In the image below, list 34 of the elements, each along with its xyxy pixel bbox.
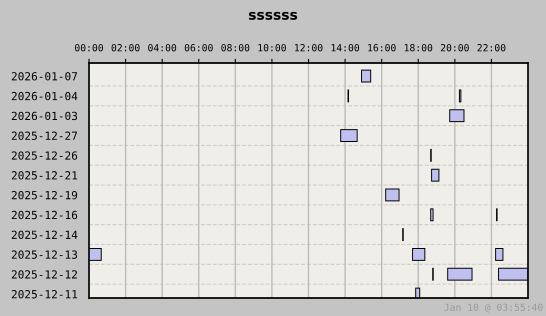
x-tick-label: 14:00 [332, 44, 360, 52]
bar [447, 268, 473, 281]
bar [412, 248, 426, 261]
y-tick-label: 2025-12-19 [12, 190, 78, 200]
y-tick-label: 2025-12-13 [12, 250, 78, 259]
y-tick-label: 2026-01-04 [12, 92, 78, 100]
y-tick-label: 2026-01-07 [12, 72, 78, 80]
bar [449, 109, 464, 122]
x-tick-label: 10:00 [258, 44, 286, 52]
chart-title: ssssss [248, 12, 298, 20]
x-tick-label: 18:00 [404, 44, 432, 52]
x-tick-label: 20:00 [440, 44, 469, 52]
y-tick-label: 2025-12-21 [12, 171, 78, 180]
y-tick-label: 2025-12-16 [12, 210, 78, 220]
bar [361, 70, 372, 83]
x-tick-label: 06:00 [184, 44, 213, 52]
y-tick-label: 2025-12-26 [12, 151, 78, 160]
bar [385, 188, 400, 202]
x-tick-label: 22:00 [478, 44, 506, 52]
y-tick-label: 2026-01-03 [12, 112, 78, 120]
bar [430, 208, 434, 222]
x-tick-label: 02:00 [112, 44, 140, 52]
y-tick-label: 2025-12-12 [12, 270, 77, 279]
bar [340, 129, 358, 142]
x-tick-label: 08:00 [221, 44, 250, 52]
bar [495, 248, 504, 261]
x-tick-label: 00:00 [75, 44, 104, 52]
x-tick-label: 04:00 [148, 44, 176, 52]
x-tick-label: 12:00 [295, 44, 323, 52]
y-tick-label: 2025-12-11 [12, 290, 78, 298]
y-tick-label: 2025-12-14 [12, 230, 78, 239]
x-tick-label: 16:00 [368, 44, 396, 52]
bar [431, 168, 440, 182]
y-tick-label: 2025-12-27 [12, 132, 78, 140]
